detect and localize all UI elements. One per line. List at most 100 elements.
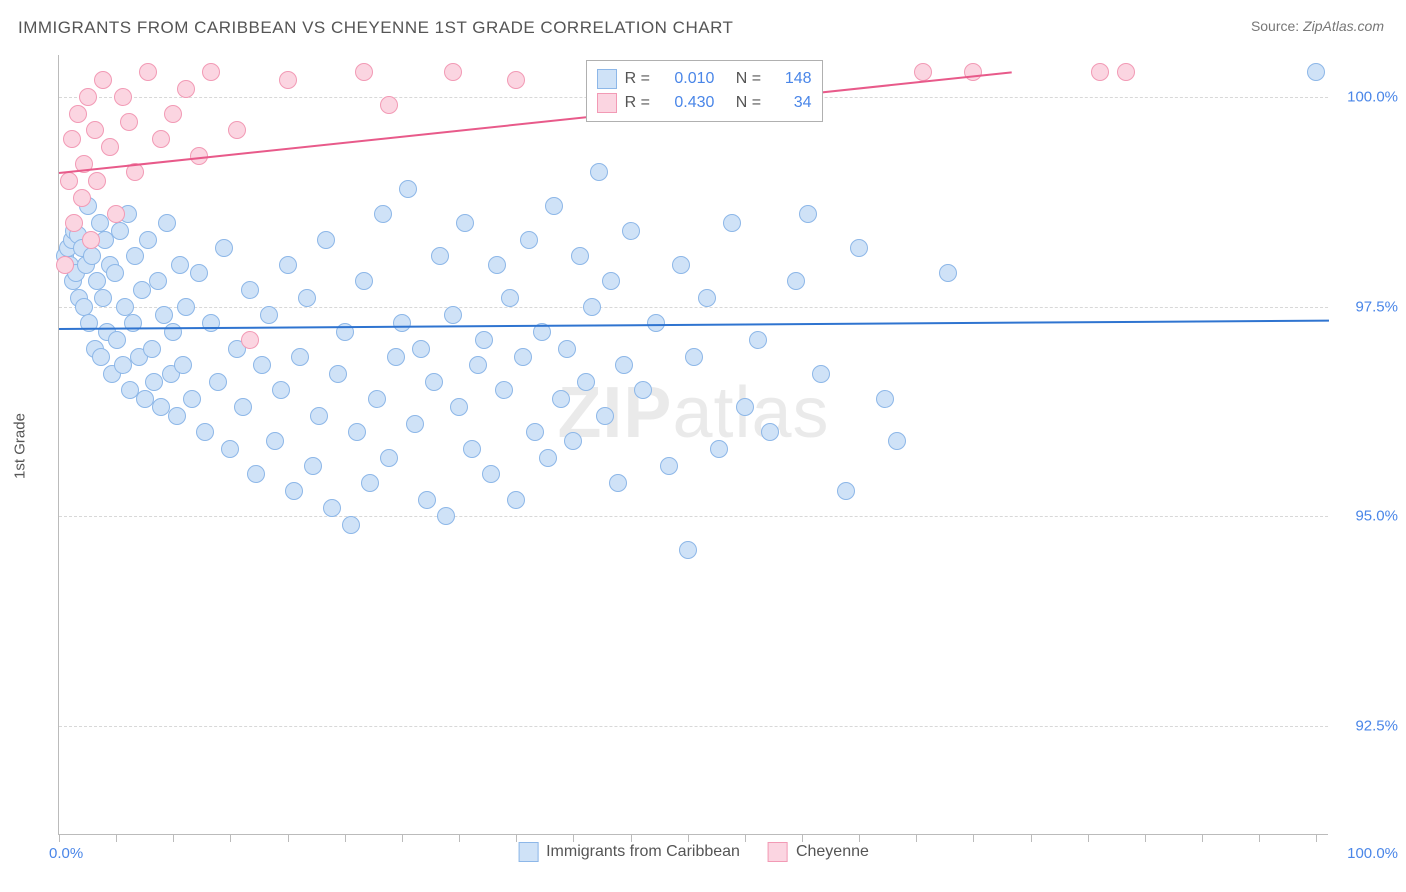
- y-tick-label: 95.0%: [1338, 508, 1398, 525]
- chart-title: IMMIGRANTS FROM CARIBBEAN VS CHEYENNE 1S…: [18, 18, 733, 38]
- data-point: [488, 256, 506, 274]
- x-tick: [802, 834, 803, 842]
- data-point: [145, 373, 163, 391]
- x-tick: [1202, 834, 1203, 842]
- data-point: [444, 63, 462, 81]
- x-tick: [573, 834, 574, 842]
- data-point: [279, 256, 297, 274]
- data-point: [507, 491, 525, 509]
- series-legend-item: Immigrants from Caribbean: [518, 842, 740, 862]
- data-point: [177, 298, 195, 316]
- x-tick: [916, 834, 917, 842]
- data-point: [876, 390, 894, 408]
- data-point: [520, 231, 538, 249]
- stats-legend: R = 0.010 N = 148R = 0.430 N = 34: [586, 60, 823, 122]
- stat-r-label: R =: [625, 67, 655, 91]
- data-point: [888, 432, 906, 450]
- x-tick: [288, 834, 289, 842]
- data-point: [577, 373, 595, 391]
- data-point: [596, 407, 614, 425]
- data-point: [86, 121, 104, 139]
- data-point: [241, 331, 259, 349]
- data-point: [272, 381, 290, 399]
- data-point: [329, 365, 347, 383]
- data-point: [56, 256, 74, 274]
- data-point: [545, 197, 563, 215]
- data-point: [155, 306, 173, 324]
- x-tick: [631, 834, 632, 842]
- data-point: [1307, 63, 1325, 81]
- x-axis-max-label: 100.0%: [1347, 845, 1398, 862]
- data-point: [463, 440, 481, 458]
- data-point: [152, 398, 170, 416]
- data-point: [368, 390, 386, 408]
- x-tick: [1259, 834, 1260, 842]
- data-point: [88, 272, 106, 290]
- data-point: [174, 356, 192, 374]
- data-point: [939, 264, 957, 282]
- x-tick: [859, 834, 860, 842]
- data-point: [602, 272, 620, 290]
- data-point: [171, 256, 189, 274]
- x-axis-min-label: 0.0%: [49, 845, 83, 862]
- data-point: [143, 340, 161, 358]
- data-point: [558, 340, 576, 358]
- data-point: [380, 96, 398, 114]
- data-point: [158, 214, 176, 232]
- trend-line: [59, 319, 1329, 329]
- data-point: [507, 71, 525, 89]
- data-point: [799, 205, 817, 223]
- stat-n-value: 34: [774, 91, 812, 115]
- data-point: [149, 272, 167, 290]
- data-point: [348, 423, 366, 441]
- stat-r-label: R =: [625, 91, 655, 115]
- data-point: [444, 306, 462, 324]
- data-point: [215, 239, 233, 257]
- stat-n-label: N =: [722, 67, 765, 91]
- data-point: [228, 121, 246, 139]
- data-point: [114, 356, 132, 374]
- data-point: [456, 214, 474, 232]
- data-point: [1091, 63, 1109, 81]
- data-point: [111, 222, 129, 240]
- data-point: [79, 88, 97, 106]
- data-point: [679, 541, 697, 559]
- data-point: [108, 331, 126, 349]
- legend-swatch: [597, 69, 617, 89]
- data-point: [126, 247, 144, 265]
- x-tick: [345, 834, 346, 842]
- data-point: [850, 239, 868, 257]
- series-legend-item: Cheyenne: [768, 842, 869, 862]
- data-point: [501, 289, 519, 307]
- data-point: [418, 491, 436, 509]
- data-point: [168, 407, 186, 425]
- data-point: [475, 331, 493, 349]
- x-tick: [59, 834, 60, 842]
- x-tick: [973, 834, 974, 842]
- data-point: [75, 298, 93, 316]
- gridline: [59, 726, 1328, 727]
- data-point: [571, 247, 589, 265]
- data-point: [241, 281, 259, 299]
- x-tick: [402, 834, 403, 842]
- x-tick: [1316, 834, 1317, 842]
- data-point: [91, 214, 109, 232]
- data-point: [139, 63, 157, 81]
- data-point: [94, 289, 112, 307]
- x-tick: [688, 834, 689, 842]
- data-point: [133, 281, 151, 299]
- data-point: [564, 432, 582, 450]
- chart-container: IMMIGRANTS FROM CARIBBEAN VS CHEYENNE 1S…: [0, 0, 1406, 892]
- data-point: [355, 272, 373, 290]
- data-point: [139, 231, 157, 249]
- data-point: [88, 172, 106, 190]
- data-point: [124, 314, 142, 332]
- source-attribution: Source: ZipAtlas.com: [1251, 18, 1384, 34]
- data-point: [399, 180, 417, 198]
- data-point: [196, 423, 214, 441]
- data-point: [406, 415, 424, 433]
- data-point: [749, 331, 767, 349]
- data-point: [698, 289, 716, 307]
- data-point: [495, 381, 513, 399]
- data-point: [152, 130, 170, 148]
